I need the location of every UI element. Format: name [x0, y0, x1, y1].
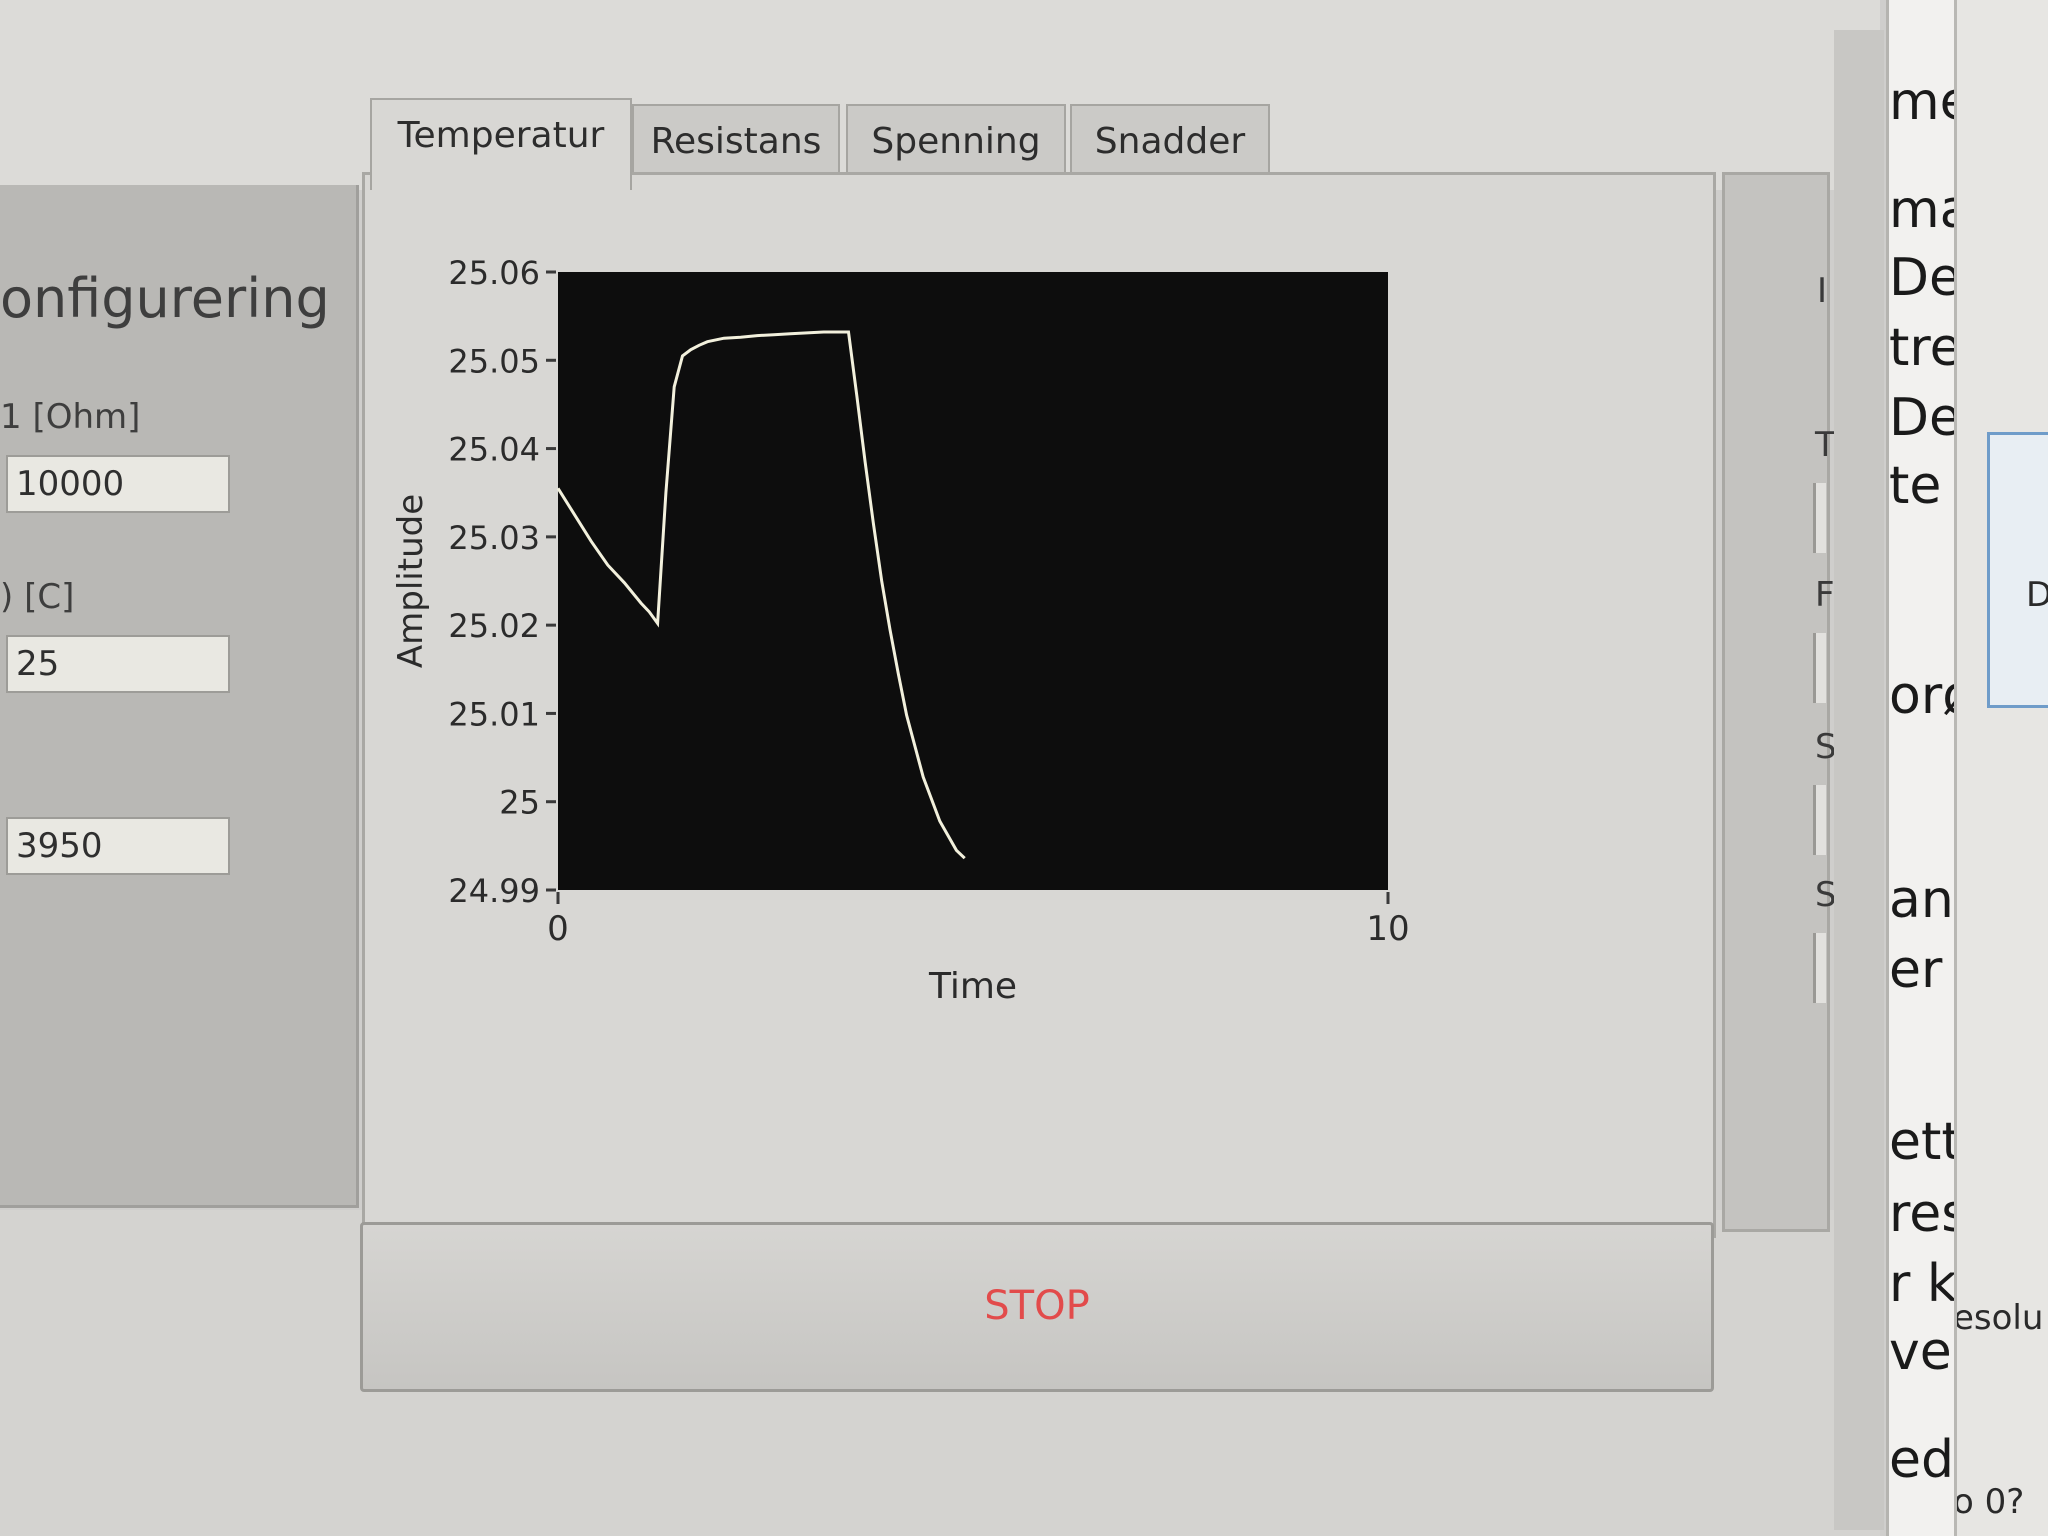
y-tick-label: 25.03: [448, 519, 540, 557]
temperature-chart: 25.06 25.05 25.04 25.03 25.02 25.01 25 24.99 0 1…: [391, 254, 1410, 1007]
right-label-1: I: [1817, 271, 1828, 311]
right-label-2: T: [1815, 425, 1836, 465]
beta-input[interactable]: 3950: [6, 817, 230, 875]
x-tick-label: 0: [547, 909, 569, 949]
y-tick-label: 25.06: [448, 254, 540, 292]
series-line: [556, 330, 966, 860]
right-controls-panel: I T F S S: [1722, 172, 1837, 1232]
doc-line: ma: [1889, 180, 1955, 240]
doc-line: me: [1889, 72, 1955, 132]
side-list-box[interactable]: D: [1987, 432, 2048, 708]
temperature-label: ) [C]: [0, 577, 75, 617]
y-tick-label: 25: [499, 784, 540, 822]
doc-line: ve: [1889, 1322, 1952, 1382]
y-tick-label: 25.04: [448, 431, 540, 469]
right-control-3[interactable]: [1813, 785, 1826, 855]
side-pane: D esolu o 0?: [1954, 0, 2048, 1536]
side-text-resolution: esolu: [1954, 1298, 2044, 1338]
right-label-5: S: [1815, 875, 1837, 915]
stop-button[interactable]: STOP: [360, 1222, 1714, 1392]
configuration-panel: onfigurering 1 [Ohm] 10000 ) [C] 25 3950: [0, 185, 359, 1208]
tab-temperatur[interactable]: Temperatur: [370, 98, 632, 190]
temperature-input[interactable]: 25: [6, 635, 230, 693]
side-box-label: D: [2026, 575, 2048, 615]
right-control-4[interactable]: [1813, 933, 1826, 1003]
doc-line: te: [1889, 456, 1942, 516]
y-tick-label: 25.02: [448, 607, 540, 645]
window-scrollbar[interactable]: [1834, 30, 1884, 1530]
y-tick-label: 25.05: [448, 342, 540, 380]
doc-line: an: [1889, 870, 1954, 930]
doc-line: tre: [1889, 318, 1955, 378]
doc-line: res: [1889, 1184, 1955, 1244]
tab-resistans[interactable]: Resistans: [632, 104, 840, 182]
y-tick-label: 25.01: [448, 695, 540, 733]
configuration-title: onfigurering: [0, 267, 330, 330]
right-control-2[interactable]: [1813, 633, 1826, 703]
x-axis-label: Time: [928, 966, 1017, 1007]
x-tick-label: 10: [1366, 909, 1409, 949]
doc-line: De: [1889, 248, 1955, 308]
resistance-label: 1 [Ohm]: [0, 397, 141, 437]
document-pane: me ma De tre De te orø an er ett res r k…: [1886, 0, 1955, 1536]
resistance-input[interactable]: 10000: [6, 455, 230, 513]
side-text-question: o 0?: [1954, 1482, 2025, 1522]
doc-line: edr: [1889, 1430, 1955, 1490]
tab-spenning[interactable]: Spenning: [846, 104, 1066, 182]
doc-line: orø: [1889, 666, 1955, 726]
doc-line: De: [1889, 388, 1955, 448]
tab-snadder[interactable]: Snadder: [1070, 104, 1270, 182]
doc-line: r k: [1889, 1254, 1955, 1314]
doc-line: er: [1889, 940, 1943, 1000]
right-control-1[interactable]: [1813, 483, 1826, 553]
doc-line: ett: [1889, 1112, 1955, 1172]
y-tick-label: 24.99: [448, 872, 540, 910]
right-label-3: F: [1815, 575, 1835, 615]
y-axis-label: Amplitude: [391, 494, 431, 668]
plot-area: [558, 272, 1388, 890]
right-label-4: S: [1815, 727, 1837, 767]
